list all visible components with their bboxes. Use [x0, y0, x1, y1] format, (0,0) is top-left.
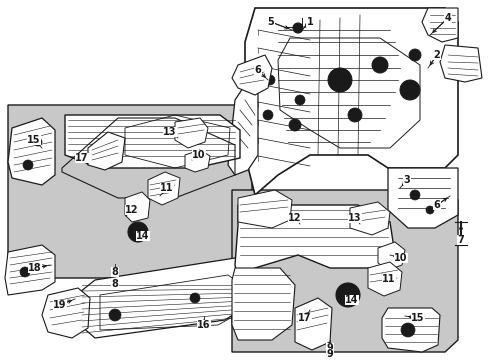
Text: 17: 17: [298, 313, 311, 323]
Text: 6: 6: [433, 200, 440, 210]
Polygon shape: [381, 308, 439, 352]
Text: 8: 8: [111, 279, 118, 289]
Polygon shape: [377, 242, 404, 270]
Circle shape: [263, 110, 272, 120]
Circle shape: [400, 323, 414, 337]
Text: 2: 2: [433, 50, 440, 60]
Polygon shape: [238, 190, 291, 228]
Polygon shape: [5, 245, 55, 295]
Text: 14: 14: [345, 295, 358, 305]
Circle shape: [34, 138, 42, 146]
Text: 16: 16: [197, 320, 210, 330]
Polygon shape: [148, 172, 180, 205]
Polygon shape: [8, 118, 55, 185]
Text: 13: 13: [163, 127, 176, 137]
Text: 14: 14: [136, 231, 149, 241]
Text: 7: 7: [457, 235, 464, 245]
Polygon shape: [231, 55, 271, 95]
Polygon shape: [439, 45, 481, 82]
Circle shape: [409, 190, 419, 200]
Text: 8: 8: [111, 267, 118, 277]
Circle shape: [408, 49, 420, 61]
Circle shape: [109, 309, 121, 321]
Circle shape: [128, 222, 148, 242]
Polygon shape: [80, 258, 247, 338]
Circle shape: [327, 68, 351, 92]
Circle shape: [294, 95, 305, 105]
Text: 12: 12: [125, 205, 139, 215]
Text: 17: 17: [75, 153, 88, 163]
Circle shape: [23, 160, 33, 170]
Text: 15: 15: [27, 135, 41, 145]
Text: 4: 4: [444, 13, 450, 23]
Polygon shape: [421, 8, 457, 42]
Text: 10: 10: [192, 150, 205, 160]
Circle shape: [264, 75, 274, 85]
Polygon shape: [227, 68, 258, 175]
Text: 11: 11: [160, 183, 173, 193]
Circle shape: [190, 293, 200, 303]
Text: 3: 3: [403, 175, 409, 185]
Circle shape: [399, 80, 419, 100]
Polygon shape: [8, 105, 251, 278]
Polygon shape: [184, 150, 209, 172]
Text: 10: 10: [393, 253, 407, 263]
Text: 9: 9: [326, 349, 333, 359]
Polygon shape: [244, 8, 457, 195]
Text: 6: 6: [254, 65, 261, 75]
Polygon shape: [367, 262, 401, 296]
Circle shape: [292, 23, 303, 33]
Text: 19: 19: [53, 300, 67, 310]
Circle shape: [335, 283, 359, 307]
Polygon shape: [65, 115, 240, 168]
Circle shape: [404, 327, 410, 333]
Polygon shape: [349, 202, 389, 235]
Text: 13: 13: [347, 213, 361, 223]
Text: 9: 9: [326, 343, 333, 353]
Circle shape: [295, 26, 299, 30]
Circle shape: [133, 227, 142, 237]
Circle shape: [425, 206, 433, 214]
Text: 18: 18: [28, 263, 42, 273]
Circle shape: [371, 57, 387, 73]
Circle shape: [341, 289, 353, 301]
Polygon shape: [235, 205, 394, 280]
Polygon shape: [387, 168, 457, 228]
Polygon shape: [125, 192, 150, 222]
Polygon shape: [175, 118, 207, 148]
Text: 5: 5: [267, 17, 274, 27]
Polygon shape: [231, 268, 294, 340]
Text: 12: 12: [287, 213, 301, 223]
Circle shape: [20, 267, 30, 277]
Polygon shape: [88, 132, 125, 170]
Text: 11: 11: [382, 274, 395, 284]
Polygon shape: [294, 298, 331, 350]
Circle shape: [288, 119, 301, 131]
Text: 1: 1: [306, 17, 313, 27]
Polygon shape: [231, 190, 457, 352]
Text: 15: 15: [410, 313, 424, 323]
Polygon shape: [42, 288, 90, 338]
Circle shape: [347, 108, 361, 122]
